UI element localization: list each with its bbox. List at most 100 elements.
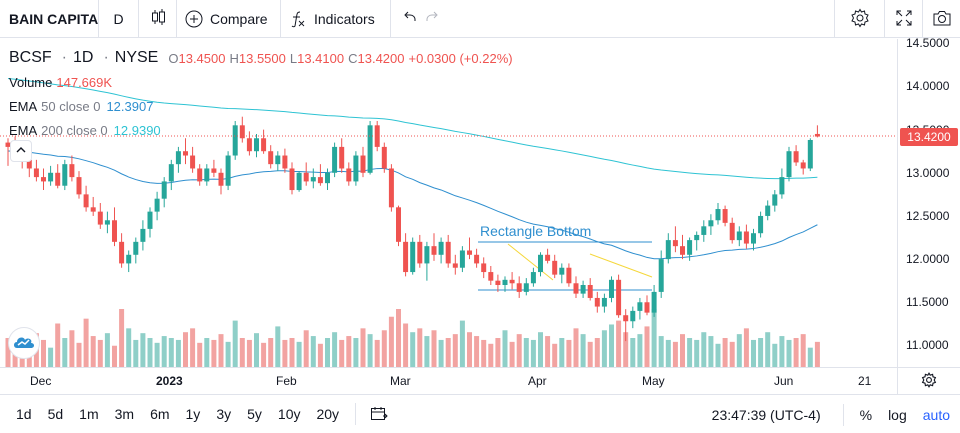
candle [83, 185, 89, 212]
candle-body [261, 138, 267, 152]
volume-bar [687, 338, 693, 367]
range-button-10y[interactable]: 10y [277, 406, 301, 422]
plus-circle-icon [185, 10, 203, 28]
volume-bar [601, 330, 607, 367]
candle-body [765, 205, 771, 216]
candle [161, 177, 167, 208]
time-tick-label: Feb [276, 374, 297, 388]
volume-bar [126, 328, 132, 367]
percent-scale-toggle[interactable]: % [859, 406, 873, 423]
time-tick-label: Mar [390, 374, 411, 388]
auto-scale-toggle[interactable]: auto [922, 406, 950, 423]
candle [190, 146, 196, 173]
symbol-search-button[interactable]: BAIN CAPITA [0, 0, 99, 38]
compare-button[interactable]: Compare [177, 0, 281, 38]
chevron-up-icon [16, 145, 26, 158]
time-tick-label: Dec [30, 374, 52, 388]
clock[interactable]: 23:47:39 (UTC-4) [711, 406, 821, 423]
candle [509, 272, 515, 290]
candle-body [175, 151, 181, 165]
volume-bar [474, 336, 480, 367]
volume-bar [133, 339, 139, 367]
volume-bar [438, 339, 444, 367]
gear-icon [921, 372, 937, 391]
range-button-5y[interactable]: 5y [247, 406, 262, 422]
volume-bar [104, 333, 110, 367]
legend-open: O13.4500 [168, 50, 226, 66]
legend-volume[interactable]: Volume 147.669K [9, 74, 113, 90]
candle-body [303, 172, 309, 182]
range-button-5d[interactable]: 5d [47, 406, 64, 422]
candle [481, 257, 487, 279]
range-button-1m[interactable]: 1m [79, 406, 99, 422]
price-axis[interactable]: 14.500014.000013.500013.000012.500012.00… [897, 36, 960, 367]
candle [559, 263, 565, 284]
log-scale-toggle[interactable]: log [888, 406, 907, 423]
candle-body [736, 231, 742, 241]
price-chart[interactable]: Rectangle Bottom [0, 39, 897, 367]
range-button-20y[interactable]: 20y [316, 406, 340, 422]
screenshot-button[interactable] [922, 0, 960, 38]
candle [694, 231, 700, 251]
time-axis[interactable]: Dec 2023 Feb Mar Apr May Jun 21 [0, 367, 960, 395]
candle-body [772, 194, 778, 206]
candle [708, 214, 714, 235]
candle-body [388, 168, 394, 208]
settings-button[interactable] [834, 0, 884, 38]
volume-bar [637, 334, 643, 367]
volume-bar [559, 338, 565, 367]
legend-ema200[interactable]: EMA 200 close 0 12.9390 [9, 122, 161, 138]
volume-bar [467, 332, 472, 367]
date-range-icon[interactable] [364, 406, 394, 422]
range-button-3y[interactable]: 3y [216, 406, 232, 422]
volume-bar [246, 339, 252, 367]
volume-bar [403, 323, 409, 367]
chart-pane[interactable]: Rectangle Bottom BCSF · 1D · NYSE O13.45… [0, 36, 960, 367]
interval-button[interactable]: D [99, 0, 139, 38]
candle-body [644, 302, 650, 313]
range-button-6m[interactable]: 6m [150, 406, 170, 422]
legend-low: L13.4100 [289, 50, 345, 66]
axis-settings-button[interactable] [897, 368, 960, 395]
undo-icon[interactable] [402, 9, 418, 28]
tradingview-logo[interactable] [8, 327, 40, 359]
volume-bar [339, 339, 345, 367]
volume-bar [268, 338, 274, 367]
candle [772, 190, 778, 212]
candle [736, 226, 742, 247]
volume-bar [374, 339, 380, 367]
volume-bar [481, 339, 487, 367]
candle-body [481, 263, 487, 273]
candle [800, 159, 806, 175]
range-button-1d[interactable]: 1d [16, 406, 32, 422]
candle [793, 145, 799, 166]
range-button-1y[interactable]: 1y [185, 406, 201, 422]
volume-bar [417, 328, 423, 367]
range-button-3m[interactable]: 3m [114, 406, 135, 422]
candle [175, 146, 181, 173]
volume-bar [594, 338, 600, 367]
volume-bar [119, 309, 125, 367]
candle [332, 142, 338, 178]
legend-collapse-button[interactable] [10, 140, 32, 162]
candle [239, 116, 245, 143]
volume-bar [275, 326, 281, 367]
candle [651, 285, 657, 317]
chart-style-button[interactable] [139, 0, 177, 38]
volume-bar [303, 330, 309, 367]
candles-icon [149, 8, 167, 29]
volume-bar [445, 338, 451, 367]
redo-icon[interactable] [424, 9, 440, 28]
volume-bar [168, 338, 174, 367]
volume-bar [190, 328, 196, 367]
legend-symbol[interactable]: BCSF [9, 49, 52, 66]
chart-legend: BCSF · 1D · NYSE O13.4500 H13.5500 L13.4… [9, 46, 517, 142]
candle-body [55, 172, 61, 186]
volume-bar [360, 328, 366, 367]
volume-bar [502, 330, 508, 367]
indicators-button[interactable]: Indicators [281, 0, 391, 38]
fullscreen-button[interactable] [884, 0, 922, 38]
candle-body [232, 125, 238, 156]
rectangle-drawing[interactable]: Rectangle Bottom [478, 223, 653, 291]
legend-ema50[interactable]: EMA 50 close 0 12.3907 [9, 98, 154, 114]
